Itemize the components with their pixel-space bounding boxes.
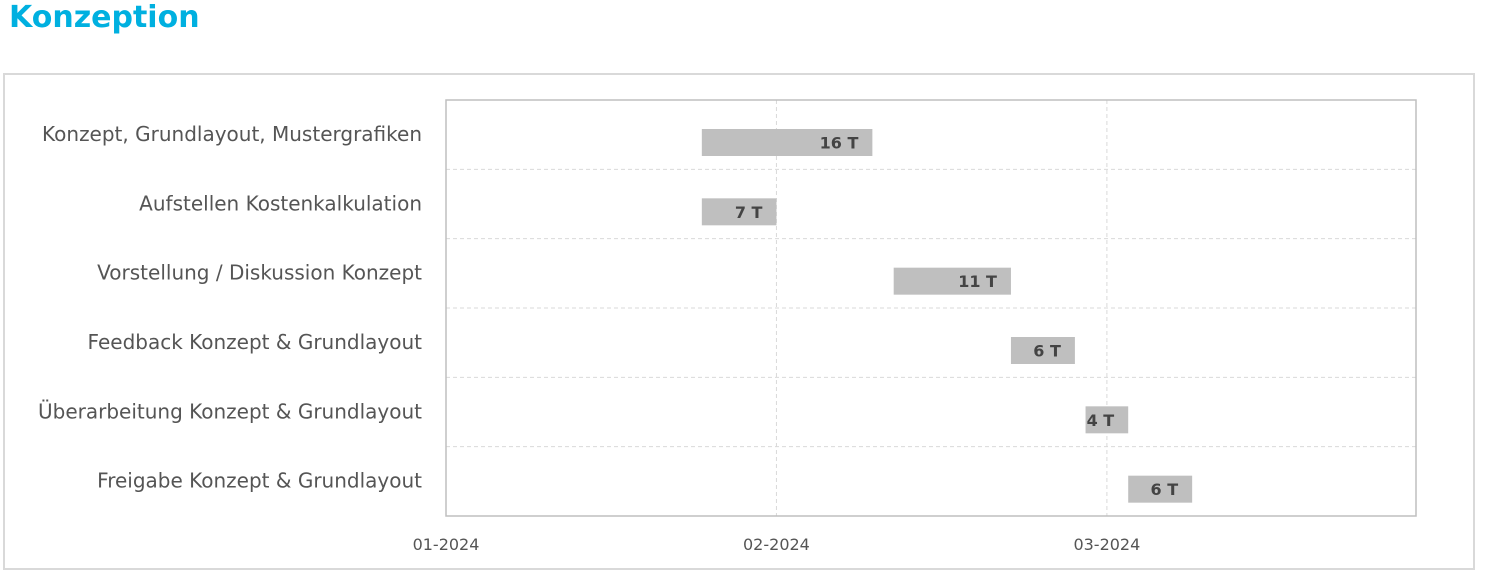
task-bar <box>701 198 777 226</box>
label-layer: 01-2024 02-2024 03-2024 Konzept, Grundlayou… <box>38 122 1178 554</box>
bar-data-label: 6 T <box>1033 342 1061 361</box>
task-bar <box>701 129 873 156</box>
bar-data-label: 4 T <box>1087 411 1115 430</box>
task-bar <box>1128 475 1193 503</box>
x-tick-label: 01-2024 <box>413 535 480 554</box>
bar-layer <box>701 129 1193 503</box>
x-tick-label: 03-2024 <box>1073 535 1140 554</box>
plot-area <box>445 99 1417 517</box>
task-label: Freigabe Konzept & Grundlayout <box>97 469 422 493</box>
page-title: Konzeption <box>9 0 200 35</box>
task-label: Konzept, Grundlayout, Mustergrafiken <box>42 122 422 146</box>
grid-layer <box>446 100 1416 516</box>
task-bar <box>893 267 1011 295</box>
task-label: Überarbeitung Konzept & Grundlayout <box>38 399 422 423</box>
bar-data-label: 11 T <box>958 272 997 291</box>
bar-data-label: 16 T <box>820 134 859 153</box>
bar-data-label: 6 T <box>1151 480 1179 499</box>
task-label: Feedback Konzept & Grundlayout <box>88 330 423 354</box>
task-bar <box>1010 337 1075 364</box>
task-label: Aufstellen Kostenkalkulation <box>139 191 422 215</box>
task-bar <box>1085 406 1129 434</box>
bar-data-label: 7 T <box>735 203 763 222</box>
x-tick-label: 02-2024 <box>743 535 810 554</box>
task-label: Vorstellung / Diskussion Konzept <box>97 261 422 285</box>
